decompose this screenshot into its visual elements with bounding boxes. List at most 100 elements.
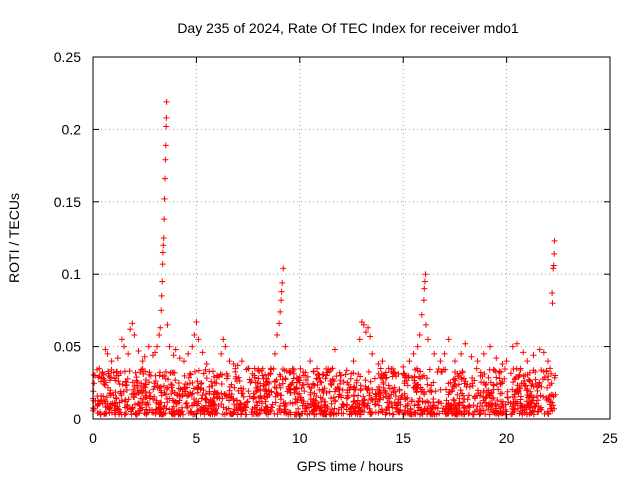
data-point: [369, 350, 376, 357]
data-point: [451, 358, 458, 365]
baseline-point: [306, 404, 313, 411]
baseline-point: [106, 405, 113, 412]
baseline-point: [314, 365, 321, 372]
baseline-point: [338, 404, 345, 411]
baseline-point: [458, 374, 465, 381]
baseline-point: [302, 408, 309, 415]
data-point: [499, 360, 506, 367]
baseline-point: [296, 390, 303, 397]
baseline-point: [452, 400, 459, 407]
baseline-point: [104, 384, 111, 391]
data-point: [356, 336, 363, 343]
data-point: [480, 350, 487, 357]
baseline-point: [131, 390, 138, 397]
data-point: [503, 358, 510, 365]
baseline-point: [451, 381, 458, 388]
data-point: [274, 332, 281, 339]
baseline-point: [540, 393, 547, 400]
data-point: [421, 278, 428, 285]
data-point: [513, 340, 520, 347]
baseline-point: [110, 392, 117, 399]
baseline-point: [523, 387, 530, 394]
baseline-point: [340, 378, 347, 385]
baseline-point: [439, 408, 446, 415]
baseline-point: [91, 380, 98, 387]
baseline-point: [310, 396, 317, 403]
baseline-point: [544, 384, 551, 391]
baseline-point: [281, 408, 288, 415]
baseline-point: [190, 395, 197, 402]
baseline-point: [371, 401, 378, 408]
baseline-point: [343, 406, 350, 413]
data-point: [550, 265, 557, 272]
baseline-point: [327, 411, 334, 418]
baseline-point: [348, 411, 355, 418]
baseline-point: [137, 407, 144, 414]
baseline-point: [386, 385, 393, 392]
data-point: [189, 343, 196, 350]
data-point: [416, 332, 423, 339]
baseline-point: [121, 368, 128, 375]
baseline-point: [546, 401, 553, 408]
baseline-point: [160, 410, 167, 417]
baseline-point: [460, 399, 467, 406]
baseline-point: [356, 411, 363, 418]
baseline-point: [483, 387, 490, 394]
baseline-point: [282, 375, 289, 382]
baseline-point: [516, 384, 523, 391]
baseline-point: [253, 411, 260, 418]
baseline-point: [151, 383, 158, 390]
baseline-point: [466, 402, 473, 409]
baseline-point: [470, 411, 477, 418]
baseline-point: [182, 400, 189, 407]
baseline-point: [360, 393, 367, 400]
baseline-point: [271, 384, 278, 391]
baseline-point: [412, 410, 419, 417]
data-point: [220, 336, 227, 343]
baseline-point: [359, 407, 366, 414]
baseline-point: [231, 384, 238, 391]
data-point: [114, 355, 121, 362]
baseline-point: [401, 370, 408, 377]
y-tick-label: 0.05: [54, 339, 81, 355]
baseline-point: [451, 404, 458, 411]
baseline-point: [324, 403, 331, 410]
baseline-point: [321, 385, 328, 392]
data-point: [255, 375, 262, 382]
data-point: [414, 343, 421, 350]
data-point: [156, 332, 163, 339]
baseline-point: [528, 382, 535, 389]
baseline-point: [323, 389, 330, 396]
baseline-point: [420, 372, 427, 379]
baseline-point: [304, 400, 311, 407]
baseline-point: [371, 375, 378, 382]
baseline-point: [233, 378, 240, 385]
data-point: [129, 320, 136, 327]
baseline-point: [298, 385, 305, 392]
baseline-point: [206, 390, 213, 397]
baseline-point: [326, 388, 333, 395]
baseline-point: [108, 409, 115, 416]
baseline-point: [548, 370, 555, 377]
baseline-point: [156, 372, 163, 379]
baseline-point: [350, 398, 357, 405]
y-tick-label: 0.2: [62, 121, 82, 137]
baseline-point: [163, 386, 170, 393]
baseline-point: [230, 410, 237, 417]
x-tick-label: 25: [602, 430, 618, 446]
baseline-point: [411, 374, 418, 381]
data-point: [222, 343, 229, 350]
baseline-point: [273, 377, 280, 384]
baseline-point: [415, 381, 422, 388]
data-point: [139, 358, 146, 365]
data-point: [367, 333, 374, 340]
data-point: [158, 307, 165, 314]
baseline-point: [412, 366, 419, 373]
data-point: [234, 362, 241, 369]
baseline-point: [184, 404, 191, 411]
data-point: [180, 358, 187, 365]
baseline-point: [264, 379, 271, 386]
baseline-point: [250, 390, 257, 397]
baseline-point: [354, 397, 361, 404]
